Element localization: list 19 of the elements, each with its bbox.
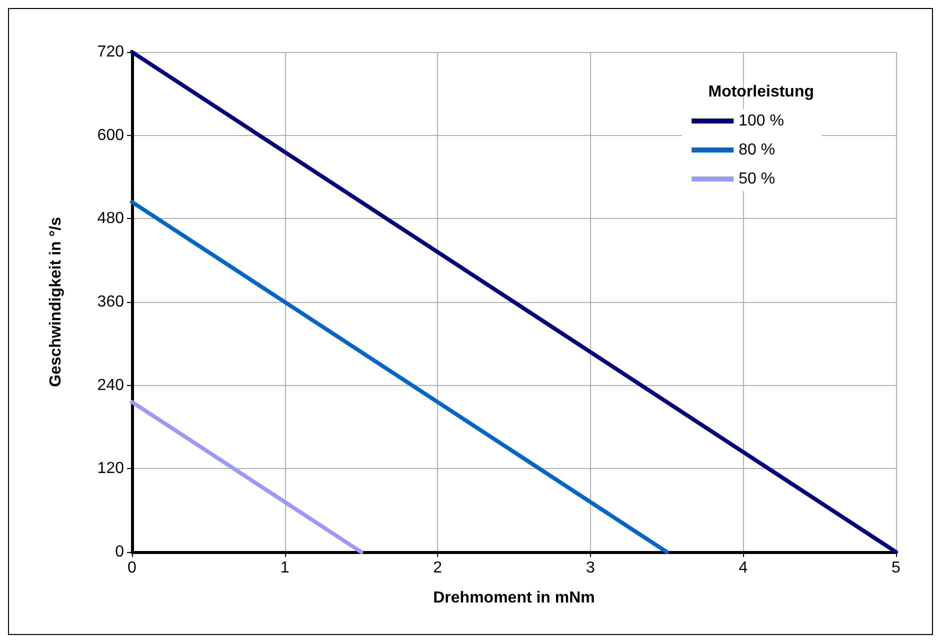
y-tick-label: 720 — [97, 44, 124, 60]
x-tick-label: 4 — [738, 560, 748, 576]
y-tick-label: 480 — [97, 210, 124, 228]
x-tick-label: 2 — [433, 560, 442, 576]
x-axis-title: Drehmoment in mNm — [433, 590, 595, 606]
y-tick-label: 120 — [97, 460, 124, 478]
y-tick-label: 240 — [97, 376, 124, 394]
x-tick-label: 3 — [586, 560, 595, 576]
y-tick-label: 360 — [97, 294, 124, 310]
x-tick-label: 0 — [128, 560, 137, 576]
x-tick-label: 5 — [892, 560, 901, 576]
x-tick-label: 1 — [280, 560, 290, 576]
legend-label: 100 % — [738, 112, 784, 130]
legend-label: 80 % — [738, 142, 776, 158]
legend-label: 50 % — [738, 170, 776, 188]
y-tick-label: 600 — [97, 126, 124, 144]
legend-title: Motorleistung — [708, 84, 814, 100]
y-tick-label: 0 — [115, 544, 124, 560]
y-axis-title: Geschwindigkeit in °/s — [48, 216, 64, 387]
